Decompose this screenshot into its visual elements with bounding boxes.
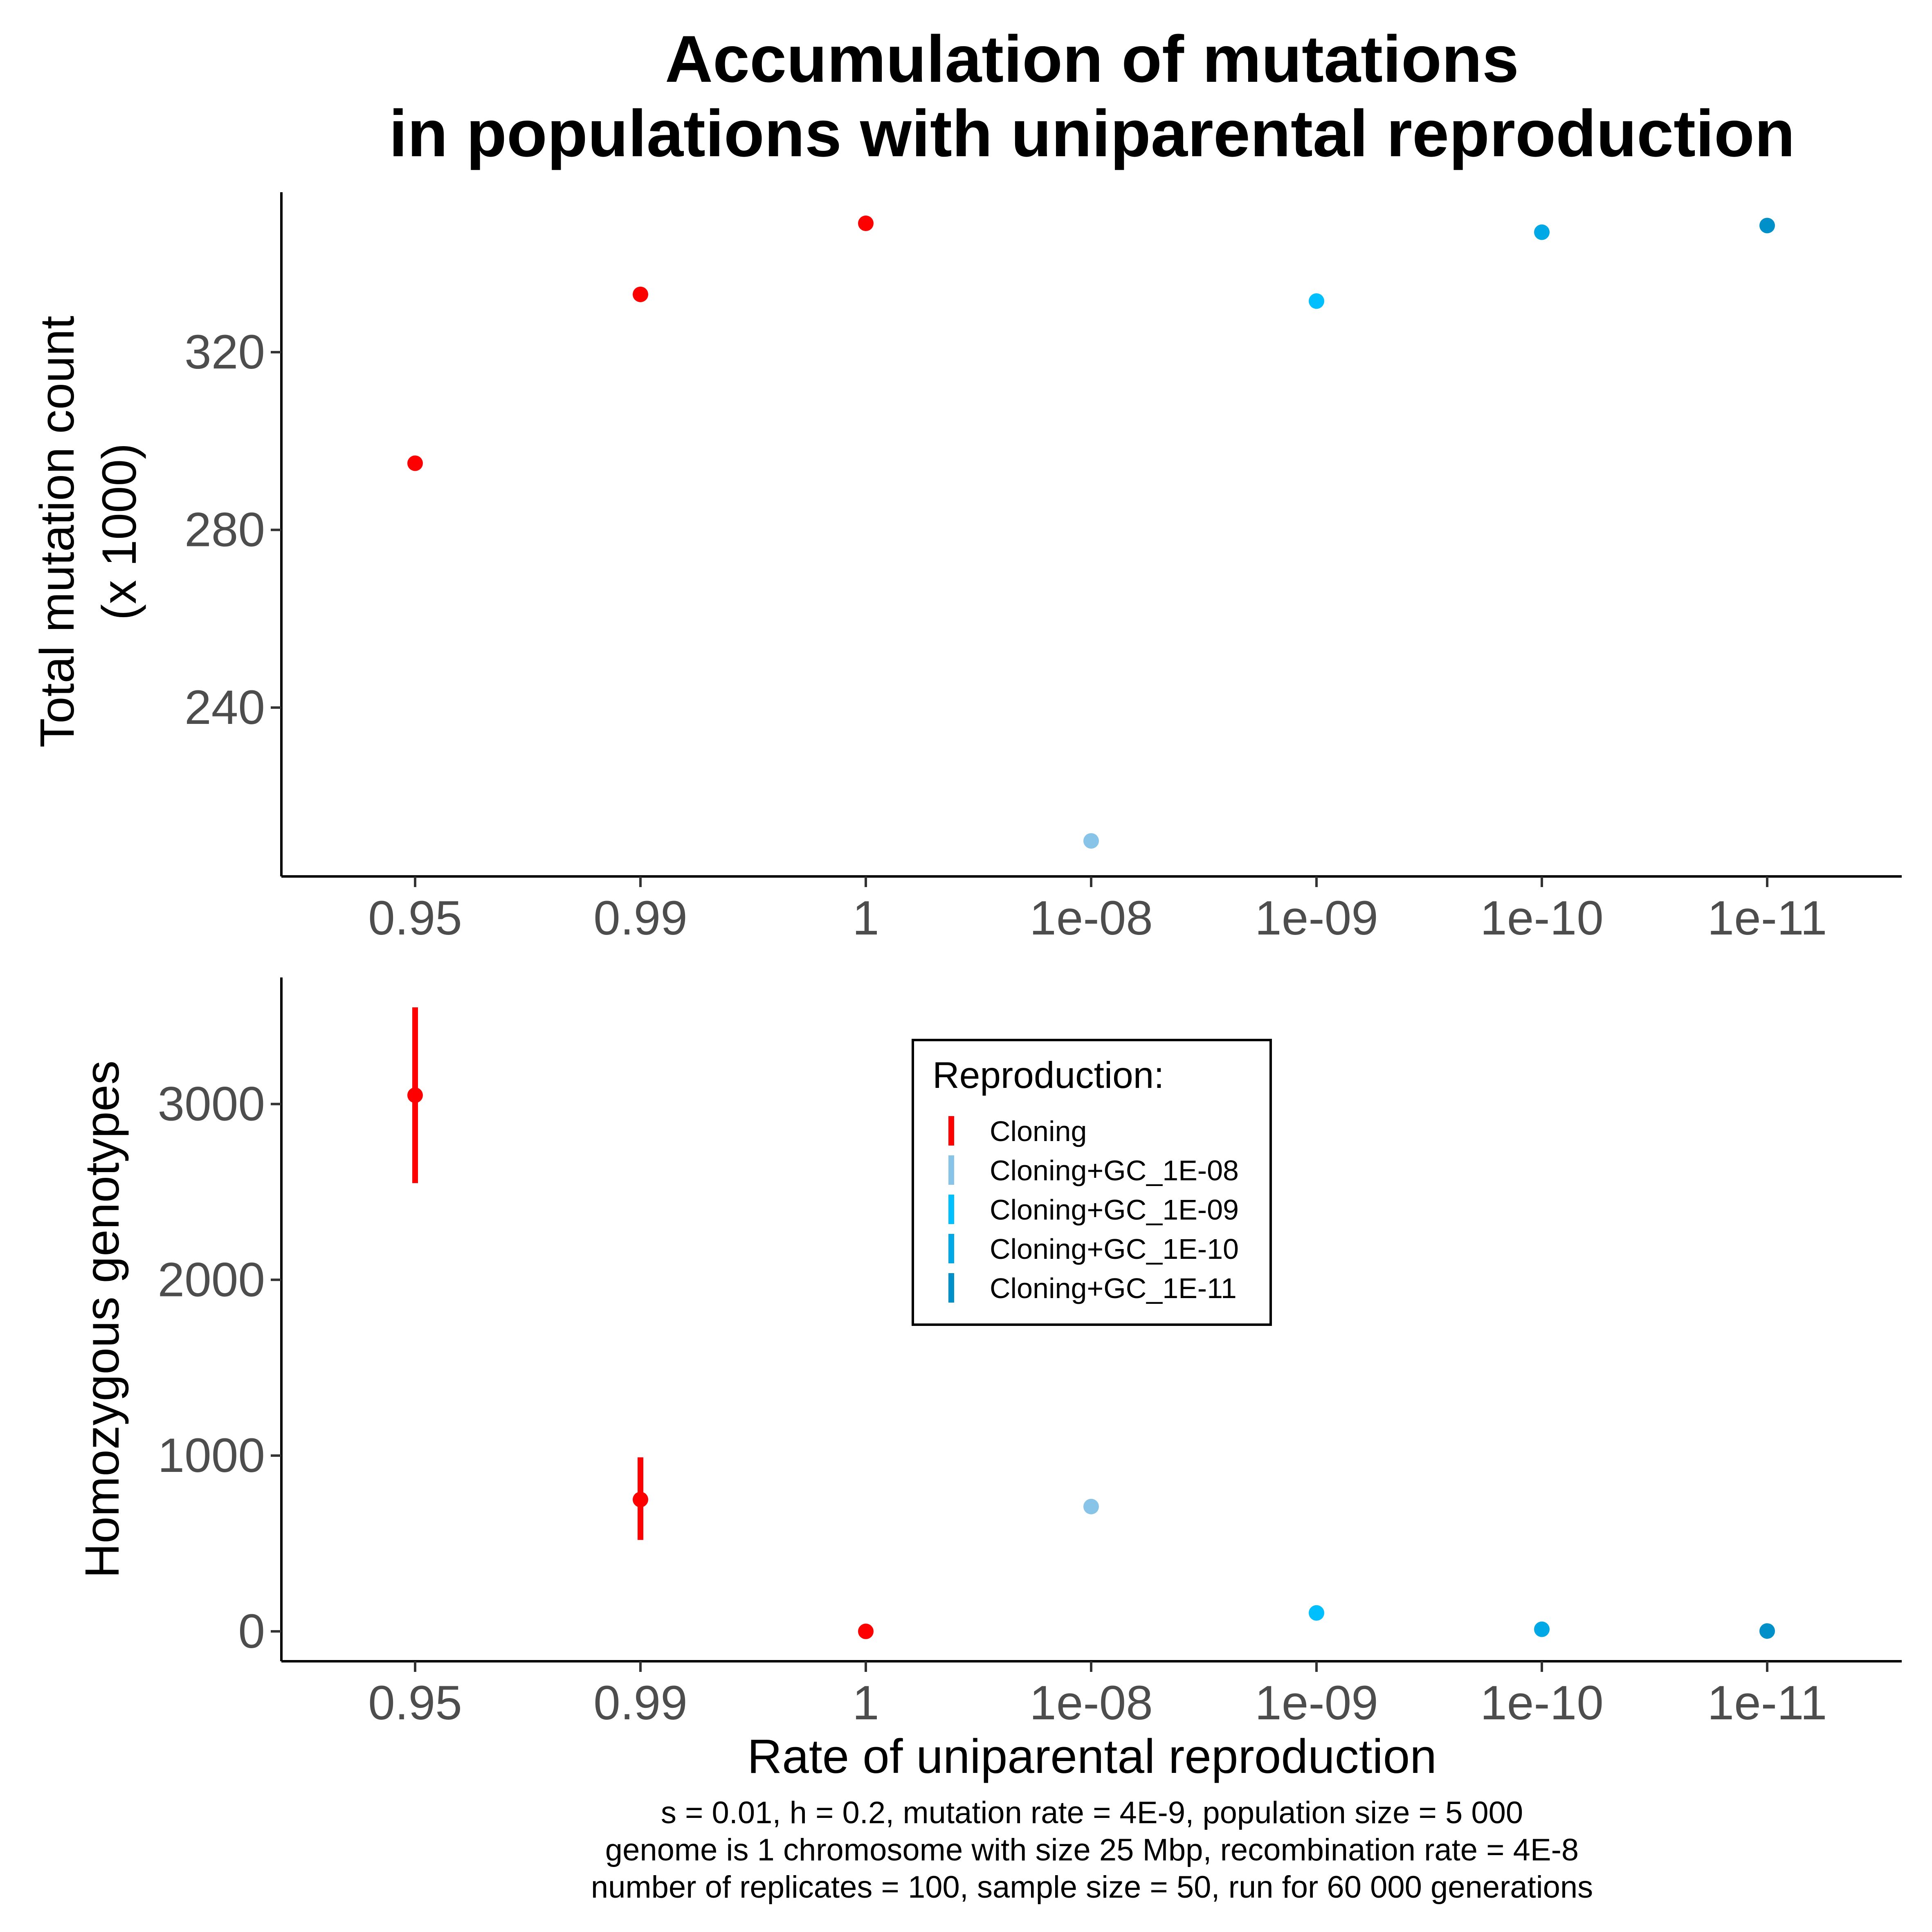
x-tick-label: 1e-08	[1029, 1676, 1153, 1730]
x-tick-label: 0.95	[368, 891, 462, 945]
legend-entry-label: Cloning+GC_1E-09	[990, 1194, 1239, 1226]
y-tick-label: 240	[184, 681, 265, 735]
legend-items: Cloning Cloning+GC_1E-08 Cloning+GC_1E-09 C…	[948, 1115, 1239, 1304]
y-axis-title: Total mutation count	[30, 316, 84, 748]
y-axis-title: (x 1000)	[92, 443, 146, 620]
caption-line-3: number of replicates = 100, sample size …	[591, 1870, 1593, 1905]
data-point	[1309, 293, 1324, 309]
caption-line-1: s = 0.01, h = 0.2, mutation rate = 4E-9,…	[661, 1795, 1523, 1830]
x-tick-label: 1e-10	[1480, 1676, 1604, 1730]
legend: Reproduction: CloningCloning+GC_1E-08Clo…	[912, 1039, 1272, 1326]
y-tick-label: 280	[184, 503, 265, 557]
legend-entry-label: Cloning+GC_1E-11	[990, 1272, 1237, 1304]
data-point	[1083, 833, 1099, 849]
x-tick-label: 1e-09	[1255, 891, 1378, 945]
legend-box	[912, 1039, 1272, 1326]
x-tick-label: 1e-09	[1255, 1676, 1378, 1730]
x-tick-label: 1e-11	[1707, 1676, 1827, 1730]
x-tick-label: 0.99	[593, 891, 687, 945]
y-tick-label: 1000	[157, 1429, 265, 1483]
data-point	[407, 455, 423, 471]
data-point	[1309, 1605, 1324, 1621]
x-axis-title: Rate of uniparental reproduction	[747, 1730, 1437, 1784]
legend-title: Reproduction:	[932, 1055, 1164, 1096]
data-point	[407, 1087, 423, 1103]
data-point	[633, 286, 648, 302]
y-tick-label: 3000	[157, 1077, 265, 1131]
x-tick-label: 0.95	[368, 1676, 462, 1730]
x-tick-label: 1e-11	[1707, 891, 1827, 945]
data-point	[1534, 1621, 1550, 1637]
x-tick-label: 1	[852, 1676, 879, 1730]
caption-line-2: genome is 1 chromosome with size 25 Mbp,…	[605, 1833, 1579, 1867]
data-point	[1759, 218, 1775, 234]
top-panel: 240 280 320 0.95 0.99 1 1e-08 1e-09 1e-10 1e-11 To…	[30, 192, 1902, 945]
data-point	[633, 1492, 648, 1507]
legend-entry-label: Cloning+GC_1E-10	[990, 1233, 1239, 1265]
x-tick-label: 1	[852, 891, 879, 945]
data-point	[1083, 1498, 1099, 1514]
chart-title-line-2: in populations with uniparental reproduc…	[389, 97, 1795, 171]
data-point	[858, 216, 874, 231]
data-point	[1534, 224, 1550, 240]
legend-entry-label: Cloning+GC_1E-08	[990, 1155, 1239, 1186]
y-axis-title: Homozygous genotypes	[75, 1060, 129, 1578]
bottom-panel: 0 1000 2000 3000 0.95 0.99 1 1e-08 1e-09 1e-10 1e-…	[75, 977, 1902, 1730]
data-point	[1759, 1623, 1775, 1639]
x-tick-label: 1e-10	[1480, 891, 1604, 945]
y-tick-label: 0	[238, 1604, 265, 1658]
y-tick-label: 320	[184, 325, 265, 379]
chart-title-line-1: Accumulation of mutations	[665, 22, 1519, 96]
data-point	[858, 1623, 874, 1639]
legend-entry-label: Cloning	[990, 1115, 1087, 1147]
x-tick-label: 0.99	[593, 1676, 687, 1730]
y-tick-label: 2000	[157, 1253, 265, 1307]
x-tick-label: 1e-08	[1029, 891, 1153, 945]
